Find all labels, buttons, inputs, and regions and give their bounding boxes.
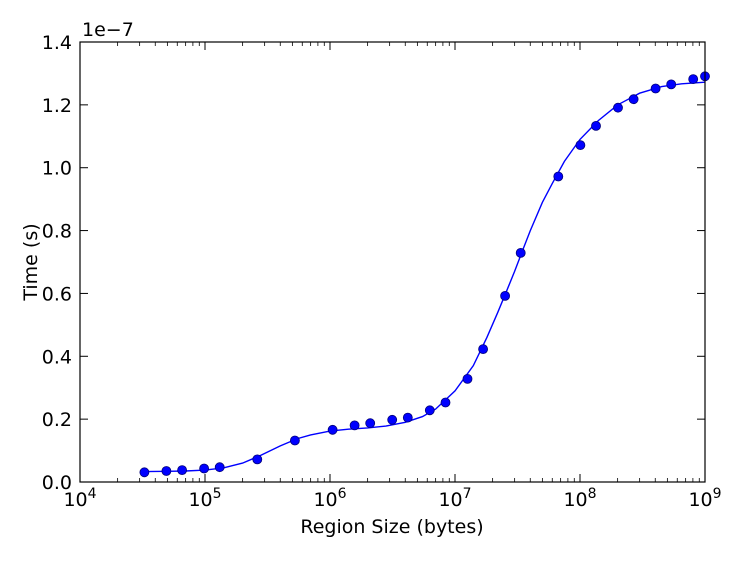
data-point: [440, 397, 451, 408]
data-point: [424, 405, 435, 416]
data-point: [591, 121, 601, 131]
y-tick-label: 0.2: [42, 409, 72, 431]
data-point: [575, 140, 586, 151]
data-point: [214, 462, 225, 473]
fit-curve: [144, 81, 706, 473]
y-axis-label: Time (s): [20, 223, 42, 301]
data-point: [515, 247, 526, 258]
data-point: [650, 83, 661, 94]
data-point: [161, 466, 172, 476]
x-tick-label: 107: [438, 486, 471, 511]
data-point: [462, 373, 473, 384]
data-point: [177, 465, 188, 476]
data-point: [613, 102, 623, 113]
data-point: [365, 418, 376, 429]
data-point: [387, 414, 398, 425]
y-tick-label: 0.6: [42, 283, 72, 305]
x-tick-label: 106: [313, 486, 346, 511]
y-tick-label: 0.8: [42, 221, 72, 243]
data-point: [666, 79, 677, 90]
data-layer: [139, 71, 710, 478]
data-point: [402, 412, 413, 423]
data-point: [500, 290, 511, 301]
data-point: [628, 94, 639, 105]
data-point: [478, 344, 489, 355]
data-point: [688, 74, 699, 84]
y-tick-label: 1.2: [42, 95, 72, 117]
tick-layer: 0.0 0.2 0.4 0.6 0.8 1.0 1.2 1.4 104 105 106 107 108 1…: [42, 32, 722, 511]
x-tick-label: 108: [563, 486, 596, 511]
x-tick-label: 109: [688, 486, 721, 511]
data-point: [553, 171, 564, 182]
y-tick-label: 0.4: [42, 346, 72, 368]
y-tick-label: 0.0: [42, 472, 72, 494]
y-tick-label: 1.4: [42, 32, 72, 54]
x-axis-label: Region Size (bytes): [300, 516, 483, 538]
x-tick-label: 104: [63, 486, 96, 511]
y-tick-label: 1.0: [42, 158, 72, 180]
data-point: [139, 467, 150, 478]
plot-frame: [79, 41, 706, 483]
data-point: [349, 420, 360, 431]
x-tick-label: 105: [188, 486, 221, 511]
data-point: [327, 424, 338, 435]
y-offset-label: 1e−7: [82, 19, 134, 41]
data-point: [289, 435, 300, 446]
data-point: [199, 463, 210, 474]
data-point: [252, 454, 263, 465]
